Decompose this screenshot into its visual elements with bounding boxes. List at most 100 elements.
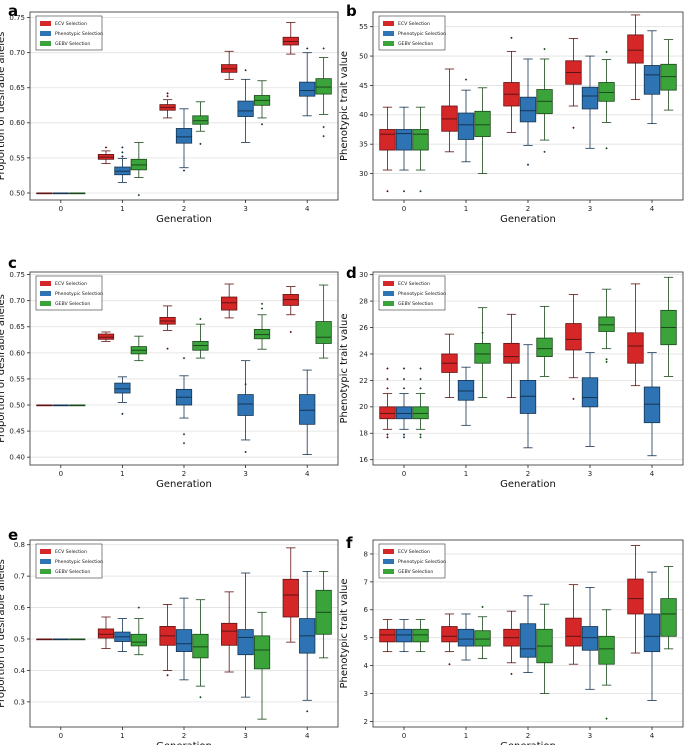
box-phenotypic — [52, 638, 69, 641]
box-phenotypic — [299, 369, 316, 455]
box-iqr — [237, 394, 254, 416]
box-ecv — [36, 404, 53, 407]
outlier-point — [182, 356, 186, 360]
box-ecv — [627, 545, 644, 654]
outlier-point — [244, 450, 247, 454]
box-iqr — [175, 629, 193, 652]
box-ecv — [503, 610, 520, 676]
box-iqr — [395, 129, 413, 151]
box-gebv — [660, 566, 677, 650]
outlier-point — [166, 94, 169, 98]
x-tick-label: 4 — [650, 732, 655, 740]
outlier-point — [260, 123, 264, 126]
y-tick-label: 6 — [364, 606, 369, 614]
box-gebv — [536, 47, 553, 154]
x-axis-label: Generation — [500, 479, 556, 490]
outlier-point — [322, 47, 325, 50]
outlier-point — [322, 134, 325, 138]
x-tick-label: 4 — [650, 470, 655, 478]
outlier-point — [572, 126, 575, 129]
outlier-point — [386, 387, 389, 390]
box-iqr — [395, 628, 413, 643]
y-tick-label: 0.55 — [9, 154, 25, 162]
box-phenotypic — [519, 58, 537, 166]
outlier-point — [386, 377, 389, 381]
outlier-point — [419, 387, 422, 390]
x-tick-label: 3 — [243, 470, 247, 478]
x-tick-label: 3 — [588, 205, 592, 213]
box-gebv — [315, 571, 332, 659]
box-gebv — [598, 609, 615, 720]
y-tick-label: 0.7 — [14, 573, 25, 581]
box-iqr — [474, 630, 491, 647]
box-phenotypic — [299, 571, 316, 713]
box-iqr — [627, 332, 644, 364]
outlier-point — [510, 36, 513, 40]
y-tick-label: 26 — [359, 324, 368, 332]
outlier-point — [166, 92, 169, 95]
box-gebv — [253, 302, 271, 350]
outlier-point — [386, 436, 389, 439]
legend-label: Phenotypic Selection — [398, 31, 446, 37]
box-gebv — [474, 307, 491, 398]
box-ecv — [159, 604, 176, 677]
outlier-point — [419, 189, 422, 193]
box-gebv — [253, 611, 271, 720]
box-phenotypic — [519, 595, 537, 673]
x-axis-label: Generation — [156, 214, 212, 225]
box-gebv — [412, 619, 429, 653]
x-tick-label: 2 — [526, 732, 530, 740]
box-gebv — [192, 317, 209, 359]
legend-label: Phenotypic Selection — [55, 31, 103, 37]
outlier-point — [464, 78, 468, 81]
outlier-point — [481, 605, 484, 609]
box-iqr — [565, 617, 582, 647]
y-tick-label: 0.70 — [9, 297, 25, 305]
outlier-point — [402, 436, 406, 439]
y-tick-label: 50 — [359, 52, 368, 60]
legend: ECV Selection Phenotypic Selection GEBV Se… — [35, 543, 103, 579]
legend-swatch — [383, 31, 394, 36]
x-axis-label: Generation — [500, 214, 556, 225]
box-iqr — [581, 626, 599, 651]
box-ecv — [282, 22, 299, 55]
x-tick-label: 0 — [59, 205, 63, 213]
box-iqr — [598, 82, 615, 102]
box-iqr — [474, 342, 491, 364]
box-ecv — [36, 192, 53, 195]
y-tick-label: 4 — [364, 662, 369, 670]
y-axis-label: Phenotypic trait value — [339, 314, 350, 424]
y-tick-label: 30 — [359, 271, 368, 279]
box-ecv — [221, 50, 238, 80]
outlier-point — [121, 146, 124, 149]
y-tick-label: 18 — [359, 430, 368, 438]
legend: ECV Selection Phenotypic Selection GEBV Se… — [35, 275, 103, 311]
legend-label: GEBV Selection — [55, 41, 90, 47]
y-axis-label: Proportion of desirable alleles — [0, 32, 7, 181]
x-tick-label: 0 — [402, 470, 406, 478]
box-ecv — [627, 14, 644, 100]
box-iqr — [519, 623, 537, 658]
outlier-point — [244, 69, 247, 72]
outlier-point — [543, 150, 546, 154]
legend-label: ECV Selection — [398, 21, 430, 27]
box-iqr — [299, 394, 316, 425]
box-iqr — [412, 406, 429, 420]
box-ecv — [97, 331, 115, 342]
x-tick-label: 4 — [305, 732, 310, 740]
legend-label: ECV Selection — [55, 281, 87, 287]
box-gebv — [69, 638, 86, 641]
y-tick-label: 0.4 — [14, 667, 26, 675]
y-tick-label: 20 — [359, 403, 368, 411]
outlier-point — [121, 412, 124, 416]
legend-label: ECV Selection — [398, 549, 430, 555]
y-tick-label: 28 — [359, 297, 368, 305]
y-tick-label: 2 — [364, 718, 368, 726]
outlier-point — [448, 663, 451, 666]
box-iqr — [282, 578, 299, 618]
box-gebv — [536, 305, 553, 377]
outlier-point — [419, 367, 422, 370]
y-tick-label: 0.70 — [9, 49, 25, 57]
x-tick-label: 2 — [526, 470, 530, 478]
box-iqr — [503, 342, 520, 364]
